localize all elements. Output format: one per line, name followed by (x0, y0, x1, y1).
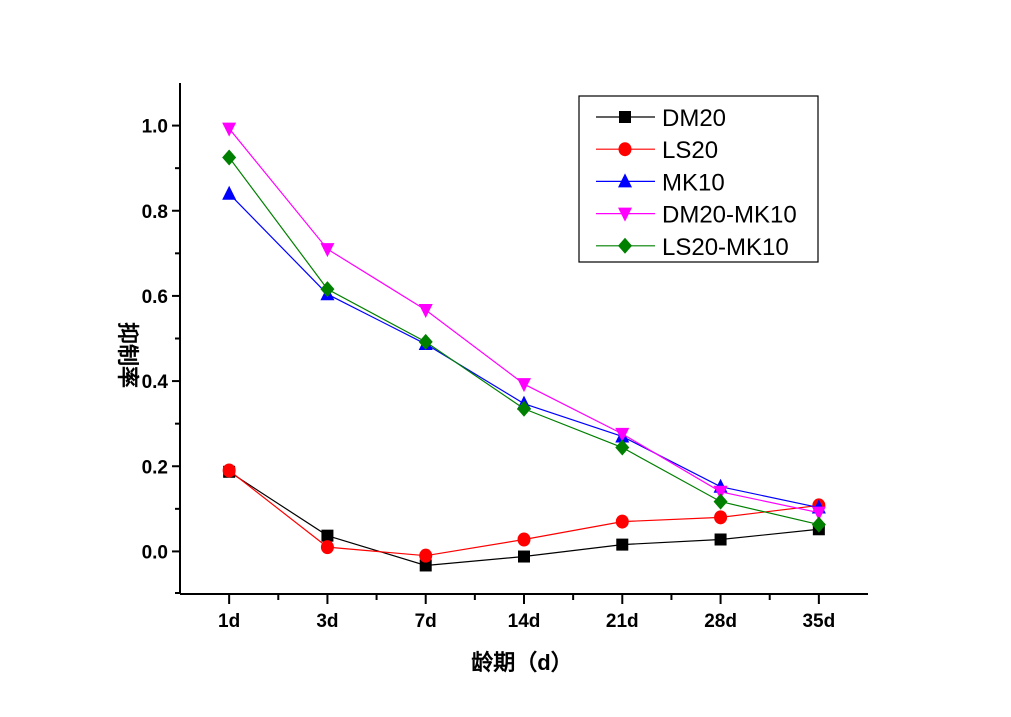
legend-label: LS20-MK10 (662, 234, 789, 261)
marker-circle (618, 142, 632, 157)
legend-item: MK10 (596, 169, 725, 196)
y-tick-label: 0.8 (142, 202, 168, 223)
marker-circle (419, 548, 433, 563)
y-tick-label: 0.6 (142, 287, 168, 308)
series-ls20 (222, 463, 826, 563)
marker-circle (320, 540, 334, 555)
y-axis-label: 抑制率 (115, 322, 140, 388)
x-tick-label: 7d (415, 611, 437, 632)
x-tick-label: 3d (316, 611, 338, 632)
axes: 0.0 0.2 0.4 0.6 0.8 1.0 1d 3d 7d 14d 21d 28d 35d (142, 83, 868, 632)
legend-box (578, 95, 819, 263)
series-dm20-mk10 (222, 122, 826, 521)
marker-square (714, 533, 727, 546)
x-axis-label: 龄期（d） (471, 650, 572, 675)
x-tick-label: 21d (606, 611, 639, 632)
marker-square (518, 550, 530, 563)
marker-diamond (320, 281, 335, 298)
series-dm20 (223, 465, 825, 572)
legend-label: LS20 (662, 137, 718, 164)
marker-triangle-up (618, 173, 632, 188)
marker-triangle-down (618, 207, 632, 222)
y-tick-label: 1.0 (142, 117, 168, 138)
marker-diamond (811, 516, 826, 533)
marker-square (321, 529, 334, 542)
marker-triangle-down (517, 378, 531, 393)
marker-diamond (418, 333, 433, 350)
marker-triangle-up (222, 185, 237, 200)
marker-circle (615, 514, 629, 529)
marker-triangle-down (615, 427, 630, 442)
marker-diamond (618, 237, 632, 254)
x-tick-label: 35d (802, 611, 835, 632)
marker-square (619, 111, 631, 123)
x-tick-label: 1d (218, 611, 240, 632)
marker-square (616, 538, 629, 551)
marker-triangle-down (222, 122, 237, 137)
series-ls20-mk10 (222, 149, 826, 533)
x-tick-label: 28d (704, 611, 737, 632)
legend-label: DM20 (662, 105, 726, 132)
legend-item: DM20 (596, 105, 726, 132)
legend-item: DM20-MK10 (596, 202, 797, 229)
marker-triangle-down (811, 506, 826, 521)
marker-circle (714, 510, 728, 525)
legend-label: DM20-MK10 (662, 202, 797, 229)
y-tick-label: 0.2 (142, 457, 168, 478)
series-group (222, 122, 826, 572)
marker-diamond (615, 439, 630, 456)
marker-diamond (713, 493, 728, 510)
legend-label: MK10 (662, 169, 725, 196)
marker-triangle-down (320, 243, 335, 258)
marker-triangle-down (418, 303, 433, 318)
marker-triangle-down (713, 485, 728, 500)
legend-item: LS20-MK10 (596, 234, 789, 261)
legend-item: LS20 (596, 137, 718, 164)
y-tick-label: 0.0 (142, 542, 168, 563)
marker-diamond (222, 149, 237, 166)
legend: DM20 LS20 MK10 DM20-MK10 LS20-MK10 (578, 95, 819, 263)
x-tick-label: 14d (508, 611, 541, 632)
marker-diamond (517, 400, 531, 417)
marker-square (419, 559, 432, 572)
marker-circle (517, 532, 531, 547)
y-tick-label: 0.4 (142, 372, 169, 393)
marker-circle (222, 463, 236, 478)
